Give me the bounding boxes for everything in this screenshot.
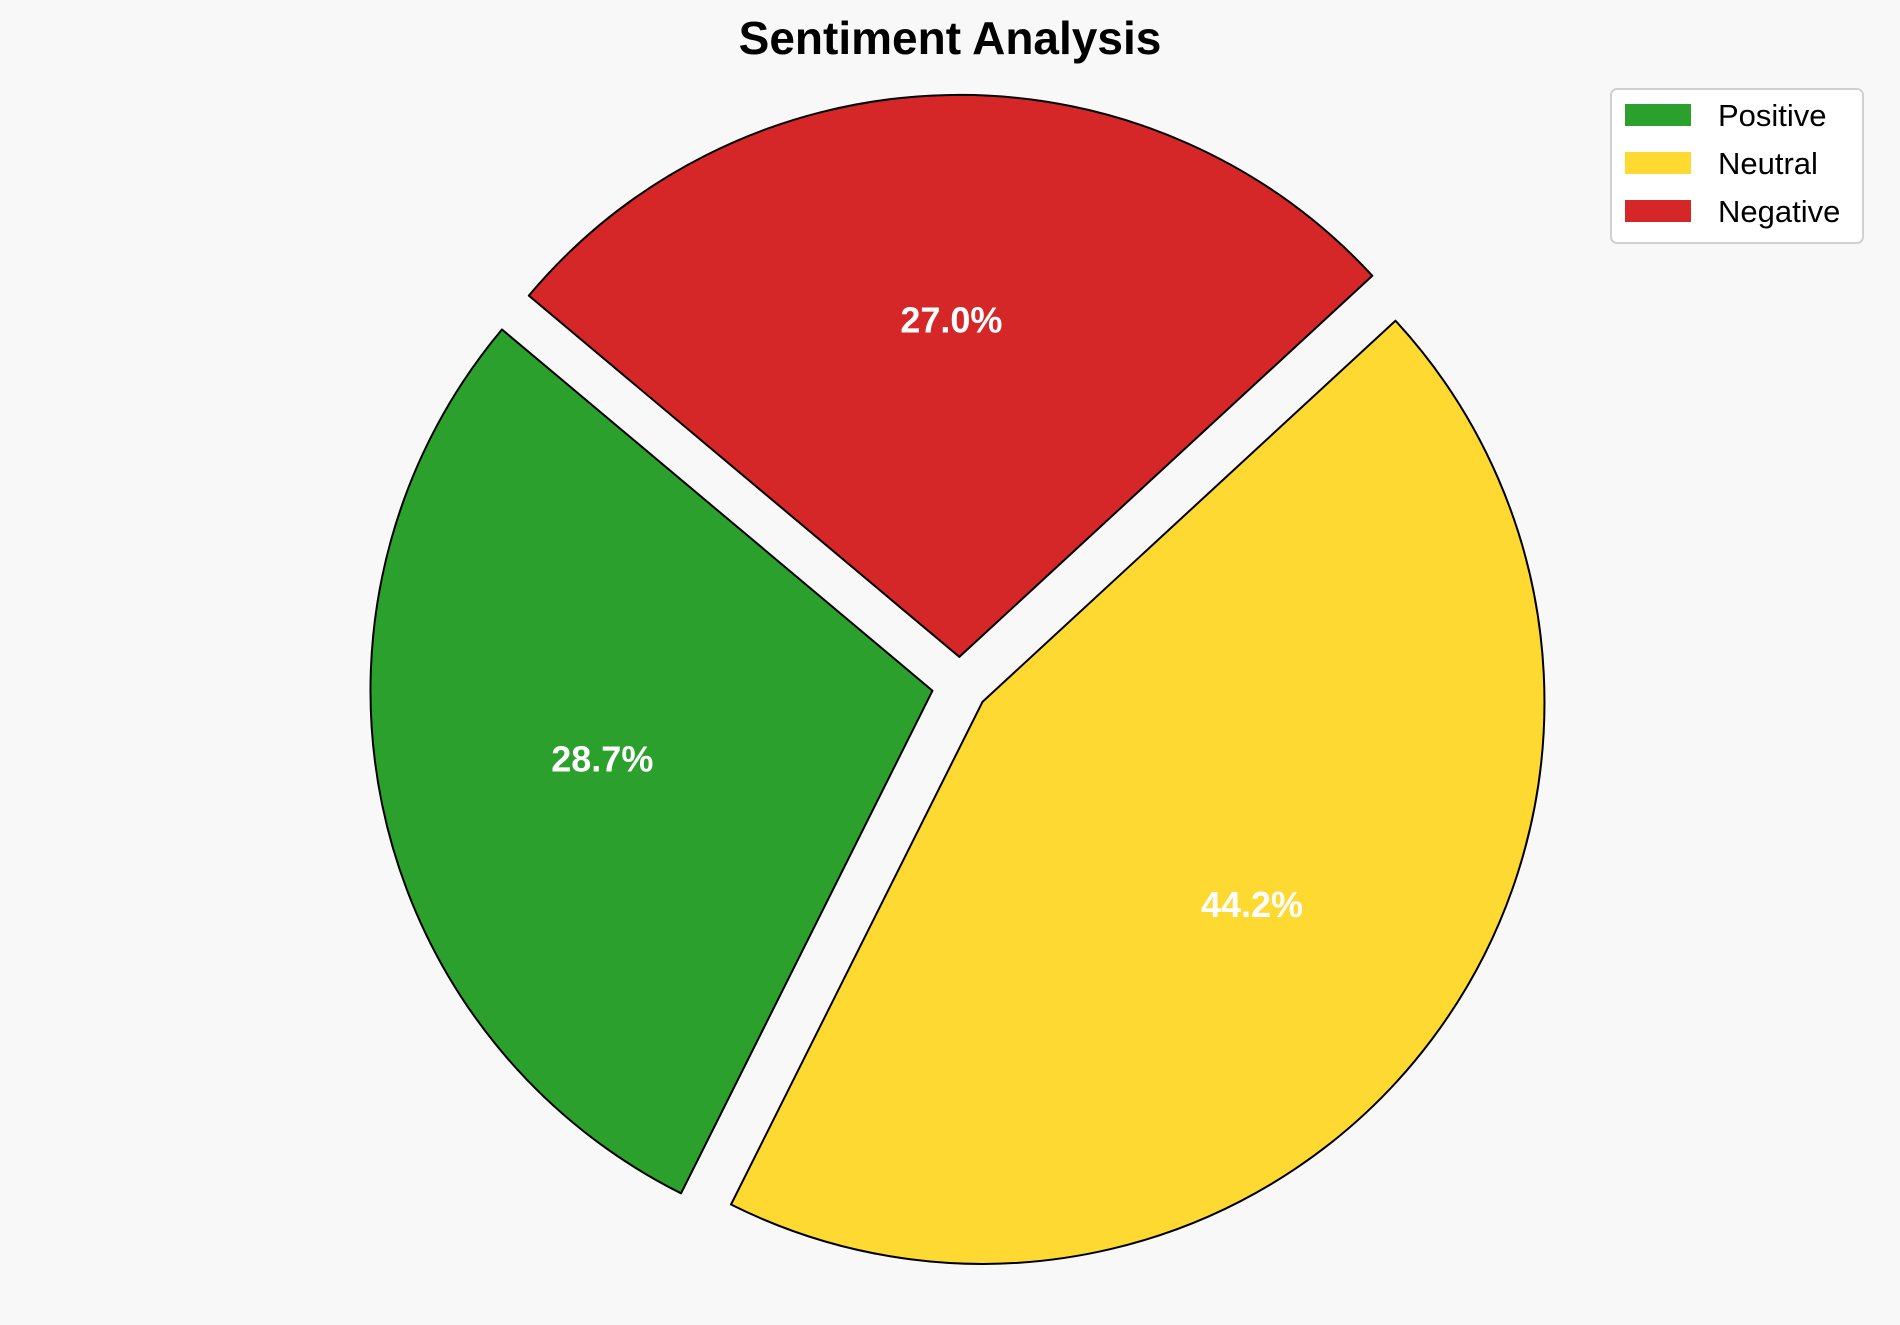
pie-slices (369, 93, 1546, 1265)
legend-swatch-negative (1625, 200, 1691, 222)
pie-percent-labels: 28.7% 44.2% 27.0% (551, 299, 1303, 925)
pie-label-positive: 28.7% (551, 739, 653, 780)
legend-swatch-positive (1625, 104, 1691, 126)
legend-label-neutral: Neutral (1718, 146, 1818, 181)
pie-slice-neutral (730, 319, 1546, 1265)
legend-swatch-neutral (1625, 152, 1691, 174)
pie-slice-negative (527, 93, 1374, 658)
legend-label-negative: Negative (1718, 194, 1840, 229)
chart-title: Sentiment Analysis (739, 12, 1162, 64)
legend-label-positive: Positive (1718, 98, 1827, 133)
pie-label-neutral: 44.2% (1201, 884, 1303, 925)
legend: Positive Neutral Negative (1610, 88, 1864, 244)
pie-slice-positive (369, 328, 934, 1195)
pie-label-negative: 27.0% (900, 299, 1002, 340)
